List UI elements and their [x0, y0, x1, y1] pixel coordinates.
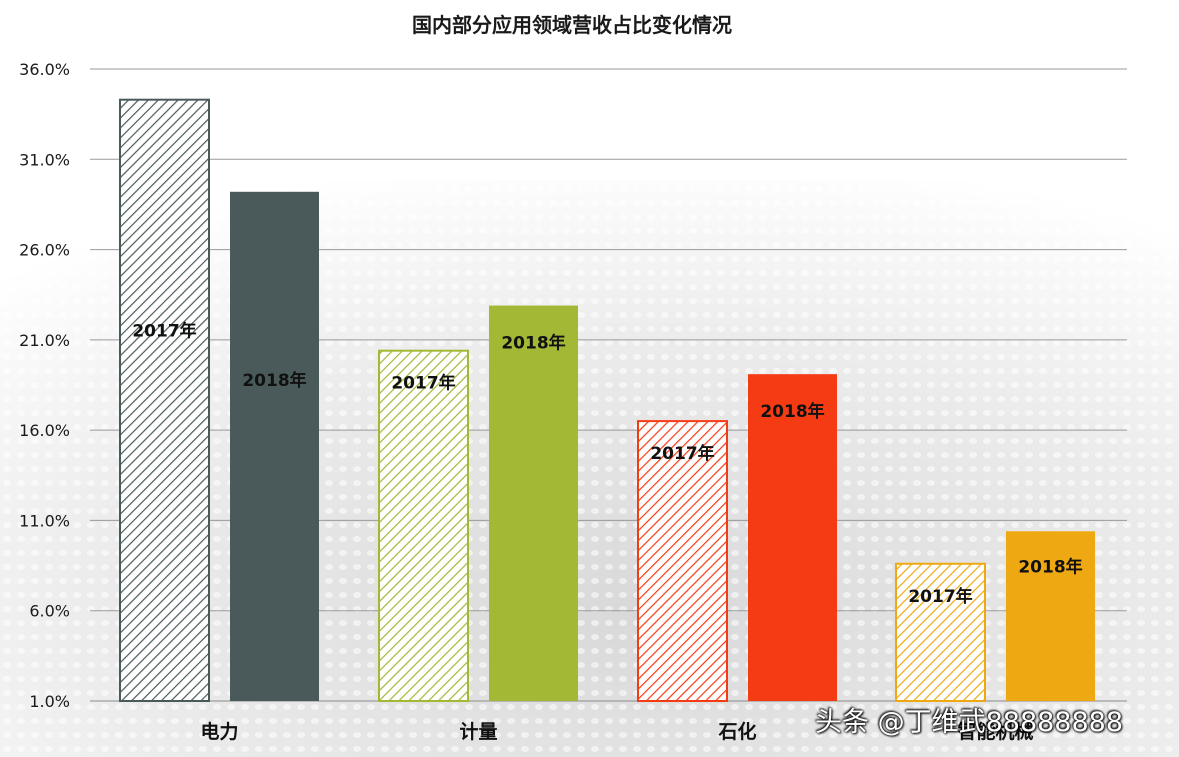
y-tick-label: 21.0%: [19, 331, 70, 350]
x-axis: 电力 计量 石化 智能机械: [200, 720, 1033, 743]
y-tick-label: 11.0%: [19, 511, 70, 530]
bar-2017: [895, 562, 986, 702]
bars: 2017年 2018年 2017年 2018年 2017年 2018年 2017年 2018年: [119, 98, 1095, 702]
y-tick-label: 1.0%: [29, 692, 70, 711]
chart-title: 国内部分应用领域营收占比变化情况: [412, 13, 732, 37]
y-axis: 1.0% 6.0% 11.0% 16.0% 21.0% 26.0% 31.0% 36.0%: [19, 60, 70, 711]
x-category-label: 电力: [200, 720, 238, 743]
bar-2017: [378, 349, 469, 702]
bar-series-label: 2017年: [908, 586, 972, 607]
bar-2018: [748, 374, 837, 701]
bar-series-label: 2017年: [650, 443, 714, 464]
x-category-label: 智能机械: [957, 720, 1033, 743]
bar-series-label: 2017年: [132, 321, 196, 342]
bar-series-label: 2018年: [242, 370, 306, 391]
y-tick-label: 16.0%: [19, 421, 70, 440]
x-category-label: 计量: [459, 721, 497, 743]
bar-2018: [230, 191, 319, 701]
y-tick-label: 6.0%: [29, 602, 70, 621]
bar-series-label: 2018年: [1018, 556, 1082, 577]
y-tick-label: 36.0%: [19, 60, 70, 79]
bar-2018: [489, 305, 578, 701]
bar-series-label: 2018年: [501, 333, 565, 354]
x-category-label: 石化: [717, 720, 756, 743]
bar-2017: [637, 420, 728, 702]
bar-2017: [119, 98, 210, 702]
bar-series-label: 2018年: [760, 401, 824, 422]
y-tick-label: 26.0%: [19, 241, 70, 260]
bar-2018: [1006, 531, 1095, 701]
watermark-text: 头条 @丁维武88888888: [815, 707, 1124, 738]
bar-series-label: 2017年: [391, 373, 455, 394]
y-tick-label: 31.0%: [19, 150, 70, 169]
